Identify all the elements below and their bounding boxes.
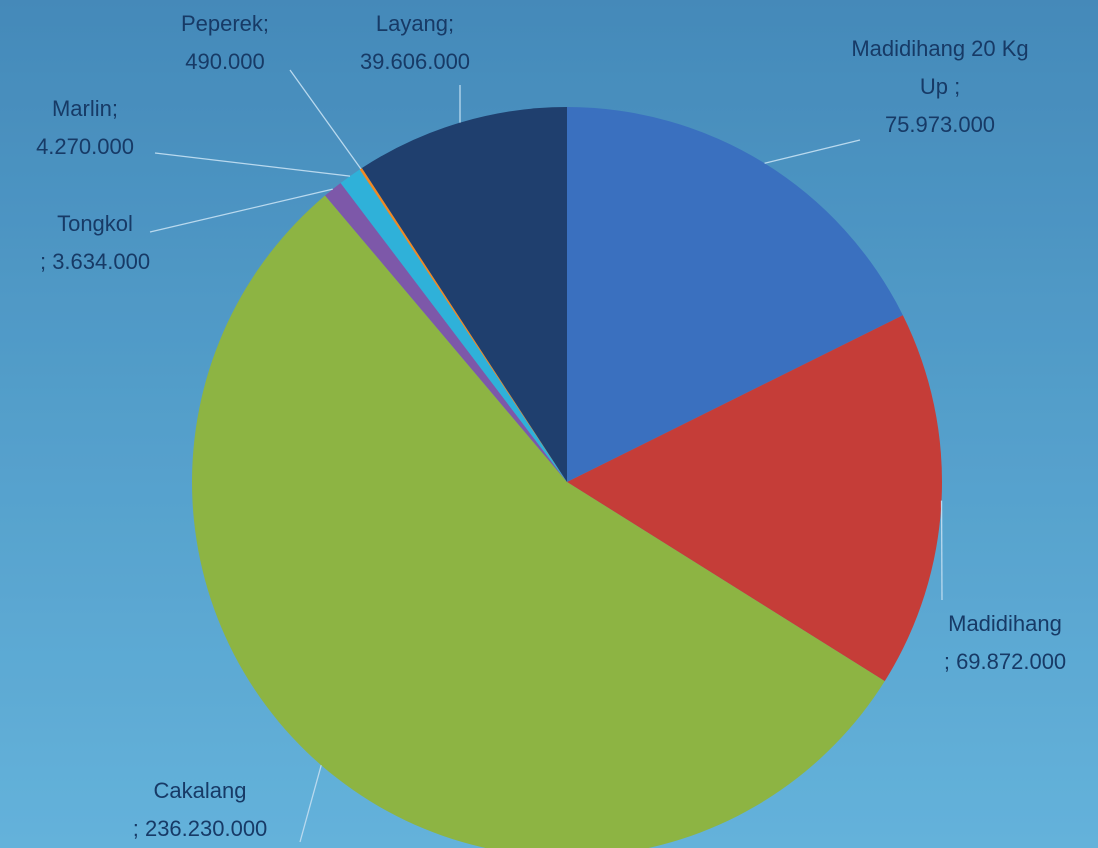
label-value: 39.606.000: [325, 43, 505, 81]
label-name: Layang: [376, 11, 448, 36]
label-value: 490.000: [145, 43, 305, 81]
label-separator: ;: [112, 96, 118, 121]
label-separator: ;: [263, 11, 269, 36]
label-name: Madidihang 20 Kg Up: [851, 36, 1028, 99]
label-name: Madidihang: [948, 611, 1062, 636]
label-line: ; 69.872.000: [905, 643, 1098, 681]
label-name: Peperek: [181, 11, 263, 36]
label-separator: ;: [133, 816, 139, 841]
label-separator: ;: [40, 249, 46, 274]
label-name: Marlin: [52, 96, 112, 121]
label-value: 236.230.000: [145, 816, 267, 841]
label-value: 75.973.000: [840, 106, 1040, 144]
label-value: 69.872.000: [956, 649, 1066, 674]
data-label: Tongkol; 3.634.000: [15, 205, 175, 281]
label-name: Tongkol: [57, 211, 133, 236]
label-separator: ;: [944, 649, 950, 674]
page: (() => { const data = JSON.parse(documen…: [0, 0, 1098, 848]
data-label: Layang; 39.606.000: [325, 5, 505, 81]
data-label: Marlin; 4.270.000: [5, 90, 165, 166]
label-value: 4.270.000: [5, 128, 165, 166]
data-label: Peperek; 490.000: [145, 5, 305, 81]
data-label: Cakalang; 236.230.000: [90, 772, 310, 848]
data-label: Madidihang 20 Kg Up ; 75.973.000: [840, 30, 1040, 144]
label-line: ; 3.634.000: [15, 243, 175, 281]
label-name: Cakalang: [154, 778, 247, 803]
label-separator: ;: [954, 74, 960, 99]
label-line: ; 236.230.000: [90, 810, 310, 848]
label-separator: ;: [448, 11, 454, 36]
label-value: 3.634.000: [52, 249, 150, 274]
data-label: Madidihang; 69.872.000: [905, 605, 1098, 681]
